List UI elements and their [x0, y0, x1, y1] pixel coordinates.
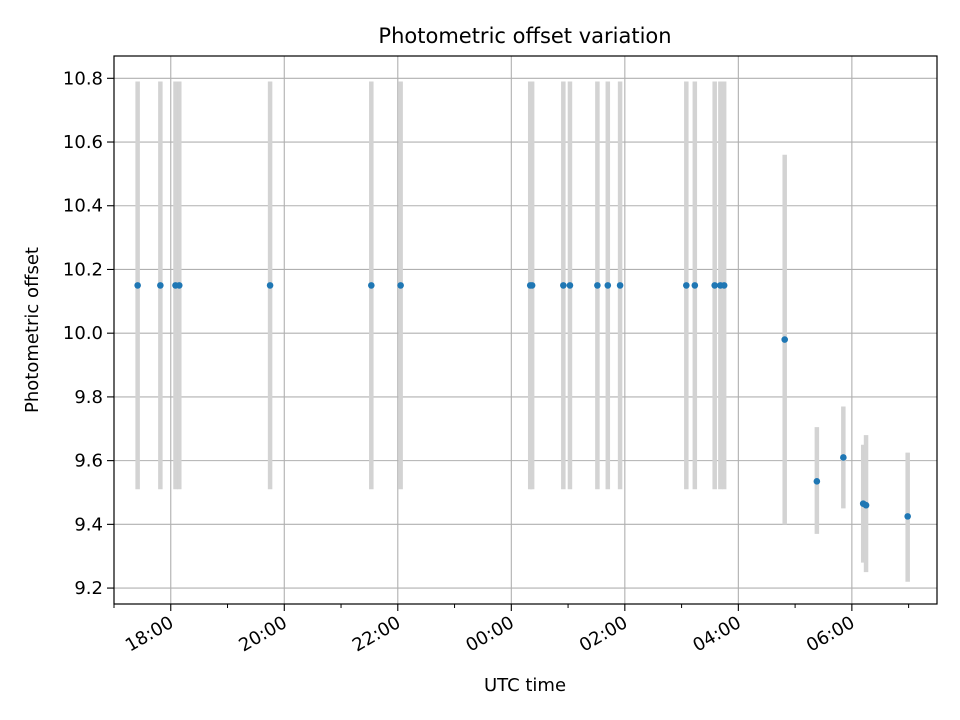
data-point — [616, 282, 624, 289]
x-tick-label: 06:00 — [803, 612, 858, 656]
y-axis-title: Photometric offset — [22, 247, 43, 413]
grid — [114, 56, 937, 604]
y-tick-label: 10.8 — [63, 68, 103, 89]
y-tick-label: 9.6 — [74, 451, 103, 472]
data-point — [720, 282, 728, 289]
y-tick-label: 9.4 — [74, 514, 103, 535]
y-tick-label: 10.0 — [63, 323, 103, 344]
x-tick-label: 18:00 — [122, 612, 177, 656]
data-point — [594, 282, 601, 289]
error-bars — [135, 81, 910, 582]
data-point — [862, 501, 870, 509]
y-tick-label: 10.2 — [63, 259, 103, 280]
data-points — [134, 282, 911, 520]
data-point — [528, 282, 536, 289]
data-point — [711, 282, 718, 289]
data-point — [781, 336, 788, 343]
data-point — [566, 282, 574, 289]
y-axis-ticks: 9.2 9.4 9.6 9.8 10.0 10.2 10.4 10.6 10.8 — [63, 68, 114, 599]
plot-frame — [113, 55, 938, 605]
data-point — [134, 282, 141, 289]
x-tick-label: 20:00 — [235, 612, 290, 656]
data-point — [560, 282, 567, 289]
data-point — [266, 282, 274, 289]
x-tick-label: 00:00 — [462, 612, 517, 656]
data-point — [691, 282, 699, 289]
x-tick-label: 04:00 — [689, 612, 744, 656]
x-tick-label: 02:00 — [576, 612, 631, 656]
data-point — [604, 282, 612, 289]
data-point — [368, 282, 375, 289]
x-axis-title: UTC time — [484, 675, 566, 696]
data-point — [397, 282, 404, 289]
data-point — [904, 513, 911, 520]
data-point — [813, 478, 821, 485]
y-tick-label: 9.8 — [74, 387, 103, 408]
y-tick-label: 9.2 — [74, 578, 103, 599]
x-axis-ticks: 18:00 20:00 22:00 00:00 02:00 04:00 06:00 — [113, 604, 910, 656]
data-point — [157, 282, 164, 289]
data-point — [840, 454, 847, 461]
data-point — [683, 282, 690, 289]
chart-title: Photometric offset variation — [378, 24, 671, 48]
y-tick-label: 10.4 — [63, 196, 103, 217]
x-tick-label: 22:00 — [349, 612, 404, 656]
y-tick-label: 10.6 — [63, 132, 103, 153]
data-point — [175, 282, 183, 289]
